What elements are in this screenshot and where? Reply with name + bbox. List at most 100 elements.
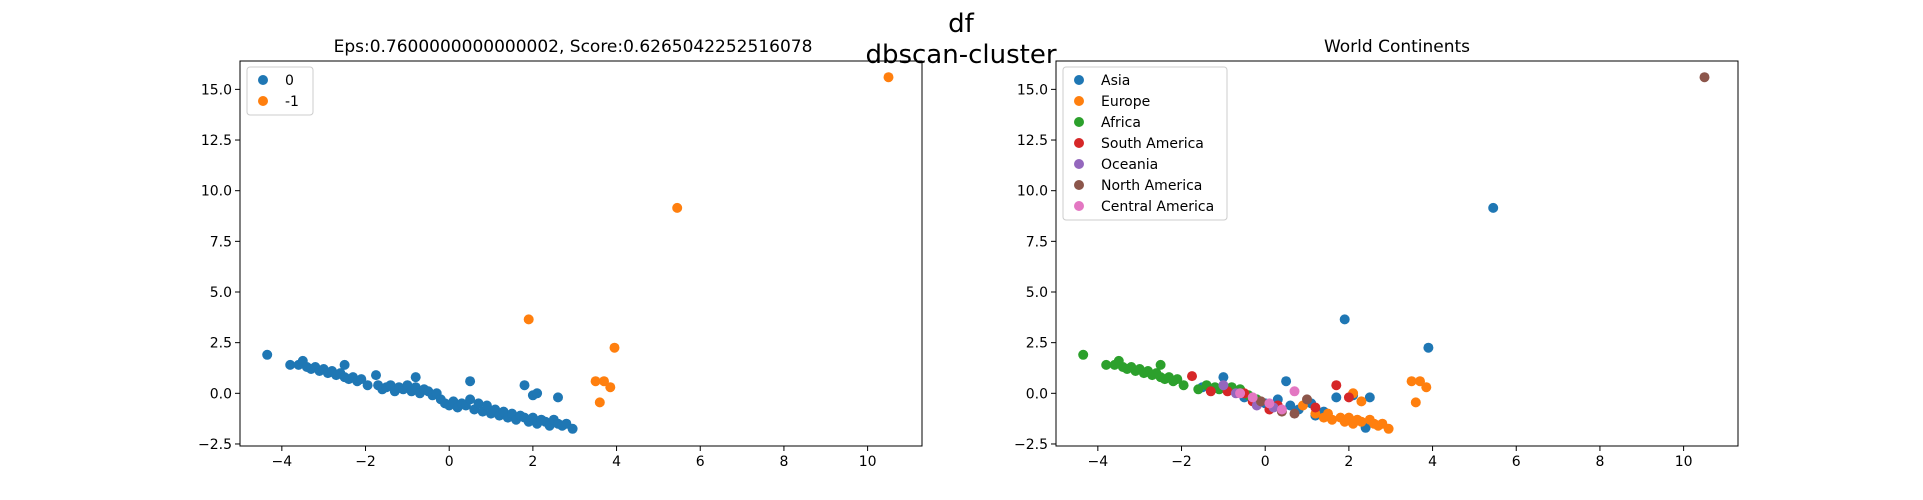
point-series1-1 [1410, 397, 1421, 408]
y-tick-label: 5.0 [210, 285, 232, 301]
point-series1-1 [590, 376, 601, 387]
point-series0-1 [1423, 342, 1434, 353]
x-tick-label: −4 [272, 454, 293, 470]
x-tick-label: −2 [355, 454, 376, 470]
point-series1-5 [609, 342, 620, 353]
left-plot-title: Eps:0.7600000000000002, Score:0.62650422… [334, 37, 813, 57]
point-series2-19 [1178, 380, 1189, 391]
suptitle-line2: dbscan-cluster [865, 40, 1056, 70]
x-tick-label: 4 [612, 454, 621, 470]
legend-marker-3 [1074, 138, 1084, 148]
right-plot-x-axis: −4 −2 0 2 4 6 8 10 [1088, 446, 1693, 470]
point-series2-20 [1193, 384, 1204, 395]
right-plot-title: World Continents [1324, 37, 1470, 57]
y-tick-label: 12.5 [201, 133, 232, 149]
point-series0-70 [553, 392, 563, 403]
point-series0-3 [1281, 376, 1292, 387]
right-plot-frame [1055, 60, 1739, 447]
y-tick-label: 5.0 [1026, 285, 1048, 301]
point-series0-45 [465, 394, 476, 405]
x-tick-label: 2 [528, 454, 537, 470]
x-tick-label: 0 [445, 454, 454, 470]
point-series0-47 [473, 398, 484, 409]
left-plot-x-axis: −4 −2 0 2 4 6 8 10 [272, 446, 877, 470]
point-series3-6 [1331, 380, 1342, 391]
legend-box [246, 66, 314, 116]
legend-box [1062, 66, 1228, 221]
point-series1-6 [672, 202, 683, 213]
y-tick-label: 10.0 [1017, 184, 1048, 200]
legend-marker-4 [1074, 159, 1084, 169]
y-tick-label: 0.0 [1026, 386, 1048, 402]
point-series5-4 [1302, 394, 1312, 405]
point-series6-3 [1235, 388, 1246, 399]
point-series1-17 [1383, 423, 1394, 434]
point-series0-44 [465, 376, 476, 387]
point-series0-10 [1364, 392, 1375, 403]
x-tick-label: 8 [779, 454, 788, 470]
legend-label-3: South America [1101, 136, 1204, 152]
point-series0-18 [356, 374, 367, 385]
x-tick-label: 10 [1675, 454, 1693, 470]
legend-label-4: Oceania [1101, 157, 1158, 173]
y-tick-label: 7.5 [1026, 234, 1048, 250]
point-series0-8 [1331, 392, 1342, 403]
point-series4-3 [1218, 380, 1229, 391]
point-series0-0 [1339, 314, 1350, 325]
point-series5-0 [1699, 72, 1710, 83]
point-series2-18 [1172, 374, 1183, 385]
left-plot-y-axis: −2.5 0.0 2.5 5.0 7.5 10.0 12.5 15.0 [198, 82, 240, 453]
left-plot-frame [239, 60, 923, 447]
x-tick-label: 8 [1595, 454, 1604, 470]
point-series1-19 [1323, 408, 1333, 419]
legend-label-2: Africa [1101, 115, 1141, 131]
legend-label-1: Europe [1101, 94, 1150, 110]
point-series0-2 [1488, 202, 1499, 213]
left-scatter-plot: Eps:0.7600000000000002, Score:0.62650422… [198, 37, 923, 470]
legend-marker-5 [1074, 180, 1084, 190]
point-series0-31 [410, 372, 421, 383]
x-tick-label: −4 [1088, 454, 1109, 470]
point-series0-4 [1218, 372, 1229, 383]
point-series1-18 [1356, 396, 1367, 407]
point-series1-12 [1356, 416, 1367, 427]
point-series0-59 [519, 380, 530, 391]
point-series6-1 [1264, 398, 1275, 409]
left-plot-legend: 0-1 [246, 66, 314, 116]
x-tick-label: 6 [696, 454, 705, 470]
legend-label-0: Asia [1101, 73, 1130, 89]
y-tick-label: 7.5 [210, 234, 232, 250]
x-tick-label: 2 [1344, 454, 1353, 470]
point-series0-49 [481, 400, 492, 411]
point-series5-2 [1289, 408, 1300, 419]
y-tick-label: 2.5 [210, 336, 232, 352]
point-series3-0 [1187, 371, 1197, 382]
y-tick-label: 15.0 [1017, 82, 1048, 98]
y-tick-label: 12.5 [1017, 133, 1048, 149]
point-series1-7 [883, 72, 894, 83]
left-plot-marks [262, 72, 894, 434]
legend-label-1: -1 [285, 94, 299, 110]
point-series1-0 [1406, 376, 1417, 387]
point-series3-5 [1310, 402, 1321, 413]
point-series0-63 [532, 388, 543, 399]
point-series6-4 [1247, 392, 1258, 403]
point-series1-2 [1415, 376, 1425, 387]
point-series2-14 [1155, 359, 1166, 370]
right-scatter-plot: World Continents −4 −2 0 2 4 6 8 10 −2.5 0.0 2.5 5… [1014, 37, 1739, 470]
point-series0-17 [1285, 400, 1296, 411]
legend-marker-2 [1074, 117, 1084, 127]
legend-label-0: 0 [285, 73, 294, 89]
y-tick-label: 0.0 [210, 386, 232, 402]
legend-marker-6 [1074, 201, 1084, 211]
legend-marker-0 [258, 75, 268, 85]
legend-marker-1 [258, 96, 268, 106]
legend-label-5: North America [1101, 178, 1202, 194]
legend-label-6: Central America [1101, 199, 1214, 215]
point-series6-2 [1276, 404, 1287, 415]
point-series2-1 [1101, 359, 1112, 370]
point-series3-1 [1205, 386, 1216, 397]
point-series0-20 [371, 370, 381, 381]
y-tick-label: −2.5 [198, 437, 232, 453]
